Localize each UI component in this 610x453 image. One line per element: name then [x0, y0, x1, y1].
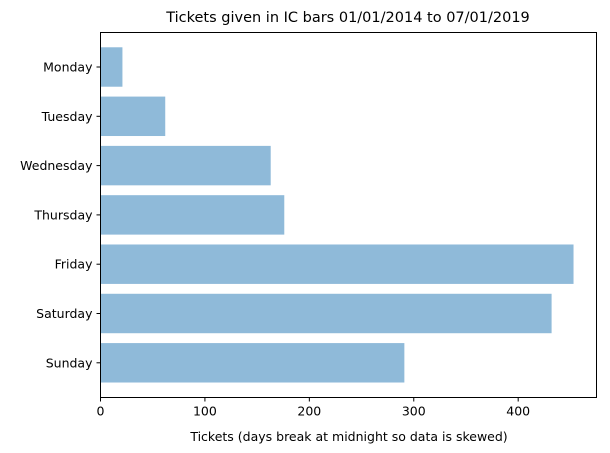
y-tick-label-friday: Friday [55, 257, 93, 272]
bar-friday [100, 244, 574, 284]
chart-title: Tickets given in IC bars 01/01/2014 to 0… [165, 10, 530, 26]
y-tick-label-sunday: Sunday [46, 355, 93, 370]
bar-saturday [100, 293, 552, 334]
x-axis-label: Tickets (days break at midnight so data … [189, 429, 507, 444]
x-tick-label-400: 400 [506, 404, 530, 419]
x-tick-label-0: 0 [97, 404, 105, 419]
y-tick-label-monday: Monday [43, 60, 93, 75]
y-tick-label-saturday: Saturday [36, 306, 93, 321]
bar-thursday [100, 195, 285, 235]
x-tick-label-200: 200 [297, 404, 321, 419]
y-axis: Monday Tuesday Wednesday Thursday Friday Satu… [20, 60, 101, 370]
y-tick-label-wednesday: Wednesday [20, 158, 93, 173]
x-tick-label-300: 300 [402, 404, 426, 419]
bar-sunday [100, 343, 405, 383]
bar-wednesday [100, 145, 271, 186]
y-tick-label-tuesday: Tuesday [41, 109, 93, 124]
plot-area-frame [100, 32, 597, 398]
bar-tuesday [100, 96, 166, 137]
bars-group [100, 47, 574, 383]
y-tick-label-thursday: Thursday [33, 207, 93, 222]
x-tick-label-100: 100 [193, 404, 217, 419]
x-axis: 0 100 200 300 400 [97, 397, 530, 419]
bar-monday [100, 47, 123, 87]
